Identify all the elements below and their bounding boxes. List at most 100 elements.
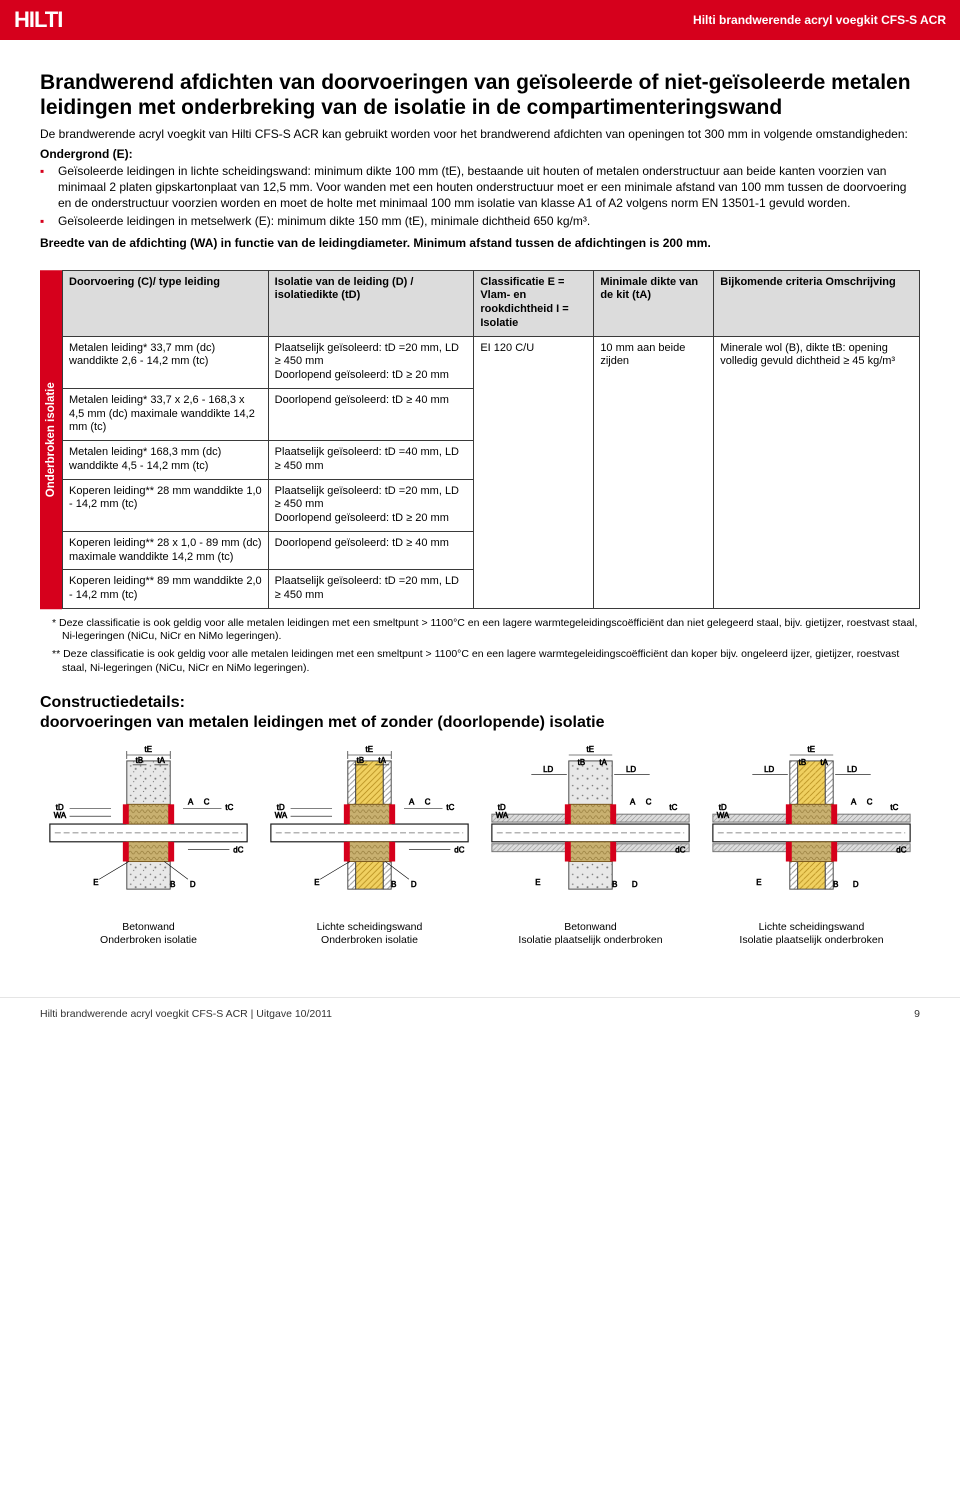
table-cell: Plaatselijk geïsoleerd: tD =40 mm, LD ≥ …	[268, 441, 474, 480]
data-table: Doorvoering (C)/ type leiding Isolatie v…	[62, 270, 920, 609]
diagram-caption: Betonwand Isolatie plaatselijk onderbrok…	[482, 921, 699, 947]
table-side-label: Onderbroken isolatie	[40, 270, 62, 609]
svg-text:tE: tE	[587, 745, 594, 754]
svg-text:WA: WA	[275, 811, 288, 820]
svg-text:A: A	[851, 797, 857, 806]
table-cell: Koperen leiding** 89 mm wanddikte 2,0 - …	[63, 570, 269, 609]
svg-text:D: D	[190, 880, 196, 889]
svg-text:C: C	[646, 797, 652, 806]
bullet-item: Geïsoleerde leidingen in lichte scheidin…	[40, 163, 920, 212]
svg-text:WA: WA	[496, 811, 509, 820]
col-header: Isolatie van de leiding (D) / isolatiedi…	[268, 270, 474, 336]
svg-text:WA: WA	[54, 811, 67, 820]
brand-logo: HILTI	[14, 7, 62, 33]
svg-text:C: C	[425, 797, 431, 806]
svg-text:B: B	[170, 880, 175, 889]
table-cell: Plaatselijk geïsoleerd: tD =20 mm, LD ≥ …	[268, 479, 474, 531]
svg-text:tE: tE	[808, 745, 815, 754]
header-bar: HILTI Hilti brandwerende acryl voegkit C…	[0, 0, 960, 40]
table-cell: 10 mm aan beide zijden	[594, 336, 714, 608]
ondergrond-label: Ondergrond (E):	[40, 147, 920, 161]
svg-text:D: D	[411, 880, 417, 889]
diagram-4: tE tBtA LD LD tDWA ACtC dC EBD Lichte sc…	[703, 742, 920, 947]
svg-text:A: A	[409, 797, 415, 806]
construction-title: Constructiedetails:	[40, 693, 920, 712]
table-cell: Plaatselijk geïsoleerd: tD =20 mm, LD ≥ …	[268, 570, 474, 609]
diagram-svg: tE tBtA LD LD tDWA ACtC dC EBD	[703, 742, 920, 912]
diagram-svg: tE tB tA tD WA ACtC dC E BD	[40, 742, 257, 912]
table-container: Onderbroken isolatie Doorvoering (C)/ ty…	[40, 270, 920, 609]
page-footer: Hilti brandwerende acryl voegkit CFS-S A…	[0, 997, 960, 1038]
svg-text:LD: LD	[847, 764, 857, 773]
col-header: Bijkomende criteria Omschrijving	[714, 270, 920, 336]
svg-text:tE: tE	[366, 745, 373, 754]
footer-page-number: 9	[914, 1008, 920, 1020]
table-cell: Koperen leiding** 28 mm wanddikte 1,0 - …	[63, 479, 269, 531]
svg-text:tA: tA	[157, 756, 165, 765]
header-product-name: Hilti brandwerende acryl voegkit CFS-S A…	[693, 13, 946, 27]
page-title: Brandwerend afdichten van doorvoeringen …	[40, 70, 920, 120]
svg-text:A: A	[188, 797, 194, 806]
diagram-2: tE tB tA tD WA ACtC dC E BD Lichte schei…	[261, 742, 478, 947]
footnote: * Deze classificatie is ook geldig voor …	[52, 617, 920, 644]
table-cell: Metalen leiding* 33,7 x 2,6 - 168,3 x 4,…	[63, 388, 269, 440]
svg-text:E: E	[535, 878, 540, 887]
diagram-caption: Betonwand Onderbroken isolatie	[40, 921, 257, 947]
intro-text: De brandwerende acryl voegkit van Hilti …	[40, 126, 920, 142]
table-cell: Metalen leiding* 33,7 mm (dc) wanddikte …	[63, 336, 269, 388]
table-cell: Doorlopend geïsoleerd: tD ≥ 40 mm	[268, 531, 474, 570]
svg-text:LD: LD	[764, 764, 774, 773]
svg-text:D: D	[632, 880, 638, 889]
breedte-line: Breedte van de afdichting (WA) in functi…	[40, 235, 920, 251]
svg-text:D: D	[853, 880, 859, 889]
diagram-row: tE tB tA tD WA ACtC dC E BD Betonwand On…	[40, 742, 920, 947]
svg-text:tA: tA	[820, 758, 828, 767]
footnote: ** Deze classificatie is ook geldig voor…	[52, 648, 920, 675]
svg-text:dC: dC	[233, 845, 243, 854]
svg-text:A: A	[630, 797, 636, 806]
diagram-caption: Lichte scheidingswand Isolatie plaatseli…	[703, 921, 920, 947]
svg-text:tB: tB	[799, 758, 806, 767]
table-cell: Doorlopend geïsoleerd: tD ≥ 40 mm	[268, 388, 474, 440]
svg-text:tB: tB	[578, 758, 585, 767]
col-header: Minimale dikte van de kit (tA)	[594, 270, 714, 336]
footnotes: * Deze classificatie is ook geldig voor …	[40, 617, 920, 676]
svg-text:C: C	[204, 797, 210, 806]
table-cell: Metalen leiding* 168,3 mm (dc) wanddikte…	[63, 441, 269, 480]
svg-text:E: E	[93, 878, 98, 887]
diagram-3: tE tBtA LD LD tDWA ACtC dC EBD Betonwand…	[482, 742, 699, 947]
diagram-1: tE tB tA tD WA ACtC dC E BD Betonwand On…	[40, 742, 257, 947]
svg-text:B: B	[612, 880, 617, 889]
svg-text:tB: tB	[357, 756, 364, 765]
svg-text:tC: tC	[669, 803, 677, 812]
table-cell: EI 120 C/U	[474, 336, 594, 608]
col-header: Doorvoering (C)/ type leiding	[63, 270, 269, 336]
table-cell: Minerale wol (B), dikte tB: opening voll…	[714, 336, 920, 608]
bullet-item: Geïsoleerde leidingen in metselwerk (E):…	[40, 213, 920, 229]
bullet-list: Geïsoleerde leidingen in lichte scheidin…	[40, 163, 920, 230]
svg-text:tC: tC	[446, 803, 454, 812]
page-content: Brandwerend afdichten van doorvoeringen …	[0, 40, 960, 961]
footer-left: Hilti brandwerende acryl voegkit CFS-S A…	[40, 1008, 332, 1020]
svg-text:C: C	[867, 797, 873, 806]
svg-text:tE: tE	[145, 745, 152, 754]
svg-text:LD: LD	[626, 764, 636, 773]
svg-text:dC: dC	[675, 845, 685, 854]
diagram-svg: tE tBtA LD LD tDWA ACtC dC EBD	[482, 742, 699, 912]
svg-text:WA: WA	[717, 811, 730, 820]
svg-text:tA: tA	[378, 756, 386, 765]
svg-text:dC: dC	[896, 845, 906, 854]
svg-text:tC: tC	[225, 803, 233, 812]
svg-text:tC: tC	[890, 803, 898, 812]
table-cell: Koperen leiding** 28 x 1,0 - 89 mm (dc) …	[63, 531, 269, 570]
diagram-svg: tE tB tA tD WA ACtC dC E BD	[261, 742, 478, 912]
svg-text:E: E	[314, 878, 319, 887]
table-cell: Plaatselijk geïsoleerd: tD =20 mm, LD ≥ …	[268, 336, 474, 388]
svg-text:dC: dC	[454, 845, 464, 854]
svg-text:B: B	[391, 880, 396, 889]
svg-text:E: E	[756, 878, 761, 887]
svg-text:tB: tB	[136, 756, 143, 765]
construction-subtitle: doorvoeringen van metalen leidingen met …	[40, 713, 920, 732]
svg-text:tA: tA	[599, 758, 607, 767]
diagram-caption: Lichte scheidingswand Onderbroken isolat…	[261, 921, 478, 947]
